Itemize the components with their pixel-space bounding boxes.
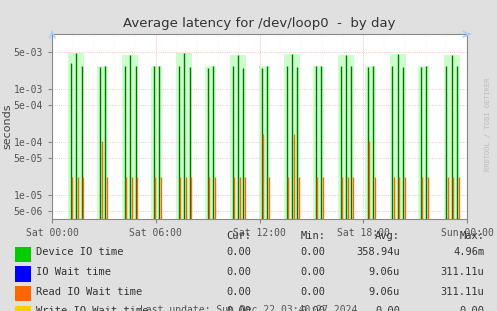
Bar xyxy=(15,267,31,282)
Text: 0.00: 0.00 xyxy=(226,306,251,311)
Text: Min:: Min: xyxy=(301,231,326,241)
Text: 0.00: 0.00 xyxy=(301,287,326,297)
Bar xyxy=(15,286,31,301)
Text: 0.00: 0.00 xyxy=(226,247,251,257)
Text: 311.11u: 311.11u xyxy=(441,287,485,297)
Text: 0.00: 0.00 xyxy=(460,306,485,311)
Text: Last update: Sun Dec 22 03:40:27 2024: Last update: Sun Dec 22 03:40:27 2024 xyxy=(140,305,357,311)
Text: 0.00: 0.00 xyxy=(226,267,251,277)
Text: 311.11u: 311.11u xyxy=(441,267,485,277)
Text: Max:: Max: xyxy=(460,231,485,241)
Text: RRDTOOL / TOBI OETIKER: RRDTOOL / TOBI OETIKER xyxy=(485,78,491,171)
Bar xyxy=(15,306,31,311)
Text: IO Wait time: IO Wait time xyxy=(36,267,111,277)
Text: 0.00: 0.00 xyxy=(301,306,326,311)
Text: 4.96m: 4.96m xyxy=(453,247,485,257)
Text: Cur:: Cur: xyxy=(226,231,251,241)
Text: 0.00: 0.00 xyxy=(375,306,400,311)
Text: 9.06u: 9.06u xyxy=(369,287,400,297)
Title: Average latency for /dev/loop0  -  by day: Average latency for /dev/loop0 - by day xyxy=(123,17,396,30)
Y-axis label: seconds: seconds xyxy=(2,104,12,150)
Text: 0.00: 0.00 xyxy=(301,247,326,257)
Text: 358.94u: 358.94u xyxy=(356,247,400,257)
Bar xyxy=(15,247,31,262)
Text: Write IO Wait time: Write IO Wait time xyxy=(36,306,148,311)
Text: 0.00: 0.00 xyxy=(226,287,251,297)
Text: 9.06u: 9.06u xyxy=(369,267,400,277)
Text: Read IO Wait time: Read IO Wait time xyxy=(36,287,142,297)
Text: Avg:: Avg: xyxy=(375,231,400,241)
Text: 0.00: 0.00 xyxy=(301,267,326,277)
Text: Device IO time: Device IO time xyxy=(36,247,123,257)
